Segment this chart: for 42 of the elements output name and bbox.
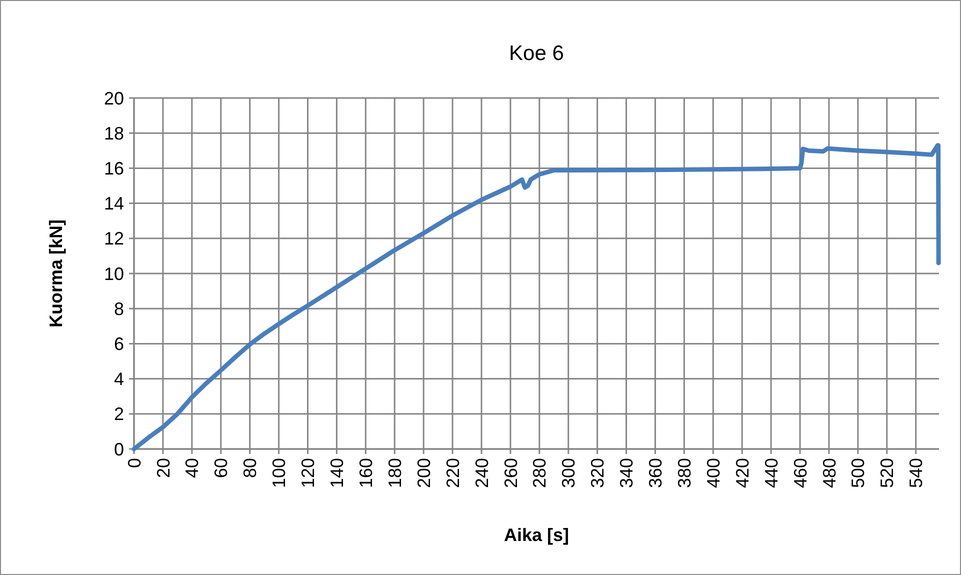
x-tick-label: 520 bbox=[877, 458, 898, 488]
x-tick-label: 540 bbox=[906, 458, 926, 488]
x-tick-label: 300 bbox=[558, 458, 579, 488]
y-tick-label: 10 bbox=[104, 264, 124, 284]
x-tick-label: 100 bbox=[269, 458, 290, 488]
x-tick-label: 320 bbox=[588, 458, 608, 488]
x-tick-label: 360 bbox=[646, 458, 666, 488]
y-tick-label: 4 bbox=[114, 369, 124, 390]
x-tick-label: 440 bbox=[761, 458, 782, 488]
x-tick-label: 380 bbox=[674, 458, 694, 488]
y-tick-label: 0 bbox=[114, 439, 124, 460]
x-axis-title: Aika [s] bbox=[504, 525, 570, 545]
x-tick-label: 420 bbox=[732, 458, 752, 488]
x-tick-label: 0 bbox=[124, 458, 144, 468]
x-tick-label: 20 bbox=[153, 458, 174, 478]
x-tick-label: 80 bbox=[240, 458, 260, 478]
y-tick-label: 2 bbox=[114, 404, 124, 424]
y-tick-label: 8 bbox=[114, 298, 124, 319]
chart-title: Koe 6 bbox=[509, 42, 564, 65]
x-tick-label: 240 bbox=[472, 458, 492, 488]
x-tick-label: 140 bbox=[327, 458, 347, 488]
x-tick-label: 280 bbox=[530, 458, 550, 488]
x-tick-label: 260 bbox=[500, 458, 521, 488]
x-tick-label: 180 bbox=[384, 458, 405, 488]
x-tick-label: 160 bbox=[356, 458, 376, 488]
x-tick-label: 500 bbox=[848, 458, 868, 488]
y-tick-label: 20 bbox=[104, 88, 124, 108]
y-tick-label: 18 bbox=[104, 123, 124, 144]
x-tick-label: 40 bbox=[182, 458, 202, 478]
x-tick-label: 60 bbox=[211, 458, 232, 478]
x-tick-label: 340 bbox=[616, 458, 637, 488]
y-tick-label: 16 bbox=[104, 158, 124, 178]
x-tick-label: 460 bbox=[790, 458, 810, 488]
x-tick-label: 120 bbox=[298, 458, 318, 488]
y-tick-label: 14 bbox=[104, 194, 124, 214]
y-axis-title: Kuorma [kN] bbox=[46, 219, 66, 328]
x-tick-label: 400 bbox=[703, 458, 724, 488]
x-tick-label: 480 bbox=[819, 458, 840, 488]
x-tick-label: 220 bbox=[442, 458, 463, 488]
x-tick-label: 200 bbox=[414, 458, 434, 488]
y-tick-label: 6 bbox=[114, 334, 124, 354]
y-tick-label: 12 bbox=[104, 228, 124, 249]
